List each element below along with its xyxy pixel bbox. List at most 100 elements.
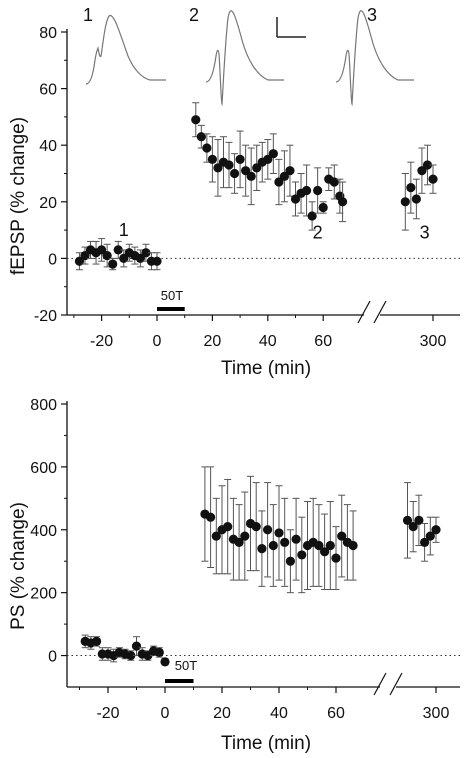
fepsp-x-tick-label: 60 [314,333,332,350]
ps-axis-break-mark [389,672,403,696]
ps-data-point [320,547,330,557]
fepsp-x-tick-label: 300 [420,333,447,350]
ps-data-point [223,522,233,532]
ps-x-tick-label: 300 [423,705,450,722]
fepsp-data-point [108,259,118,269]
ps-data-point [291,534,301,544]
point-label-3: 3 [420,223,430,243]
fepsp-y-axis-title: fEPSP (% change) [8,117,29,275]
scale-bar [276,17,306,38]
ps-data-point [297,550,307,560]
ps-data-point [126,650,136,661]
ps-panel: 0 200 400 600 800 -20 0 20 40 60 300 PS (% change)… [8,397,460,754]
trace-3 [335,10,414,107]
fepsp-data-point [196,132,206,142]
ps-data-point [160,657,170,667]
ps-x-tick-label: -20 [96,705,119,722]
fepsp-data-point [119,253,129,263]
fepsp-data-point [400,197,410,207]
ps-data-point [154,647,164,658]
fepsp-data-point [411,194,421,204]
ps-data-point [408,522,418,532]
trace-1 [85,15,166,85]
fepsp-data-point [135,253,145,263]
fepsp-axis-break-mark [373,300,387,324]
ps-data-point [263,525,273,535]
fepsp-data-point [279,171,290,181]
fepsp-data-point [252,163,262,173]
point-label-1: 1 [119,220,129,240]
ps-y-tick-label: 200 [30,586,57,603]
fepsp-data-point [152,256,162,266]
ps-x-axis-title: Time (min) [221,733,311,754]
ps-axis-break-mark [373,672,387,696]
ps-data-point [402,515,413,525]
fepsp-y-tick-label: -20 [34,308,57,325]
fepsp-data-point [235,154,245,164]
fepsp-data-point [224,160,234,170]
ps-data-point [348,540,358,551]
ps-data-point [337,531,347,541]
trace-label-3: 3 [367,5,377,25]
ps-y-tick-label: 0 [48,649,57,666]
fepsp-data-points [74,102,438,271]
fepsp-data-point [417,166,427,176]
ps-y-tick-label: 800 [30,397,57,414]
fepsp-data-point [263,154,273,164]
ps-data-point [325,540,335,551]
fepsp-data-point [406,183,416,193]
fepsp-data-point [246,171,256,181]
ps-data-point [285,556,295,566]
fepsp-data-point [268,149,278,159]
trace-2 [205,10,284,107]
fepsp-y-tick-label: 60 [39,82,57,99]
ps-data-point [280,537,290,547]
fepsp-data-point [301,185,312,196]
ps-data-point [274,528,284,538]
fepsp-data-point [307,211,317,221]
fepsp-axis-break-mark [357,300,371,324]
fepsp-y-tick-label: 80 [39,25,57,42]
fepsp-data-point [102,250,112,261]
fepsp-data-point [318,202,328,213]
fepsp-y-tick-label: 40 [39,138,57,155]
fepsp-x-tick-label: 20 [204,333,222,350]
ps-y-tick-label: 400 [30,523,57,540]
ps-data-point [131,641,142,651]
ps-data-point [240,531,250,541]
fepsp-data-point [80,250,90,261]
point-label-2: 2 [313,223,323,243]
fepsp-data-point [422,160,433,170]
fepsp-data-point [241,166,251,176]
fepsp-data-point [329,177,339,187]
ps-data-point [331,553,341,563]
trace-label-2: 2 [189,5,199,25]
fepsp-x-tick-label: 0 [153,333,162,350]
ps-data-point [414,515,424,525]
fepsp-y-tick-label: 20 [39,195,57,212]
fepsp-y-tick-label: 0 [48,251,57,268]
fepsp-x-tick-label: -20 [90,333,113,350]
fepsp-data-point [74,256,85,266]
fepsp-axes: -20 0 20 40 60 80 -20 0 20 40 60 300 [34,25,460,350]
ps-data-point [206,512,216,522]
fepsp-panel: -20 0 20 40 60 80 -20 0 20 40 60 300 fEPSP (% chang… [8,5,460,379]
ps-data-point [268,540,278,551]
fepsp-data-point [290,194,301,204]
ps-data-point [234,537,244,547]
ps-data-point [211,531,221,541]
ps-y-tick-label: 600 [30,460,57,477]
ps-data-point [92,636,102,647]
fepsp-x-axis-title: Time (min) [221,358,311,379]
ps-data-point [257,544,267,554]
ps-data-point [425,531,435,541]
fepsp-data-point [202,143,212,153]
fepsp-data-point [285,166,295,176]
ps-data-point [314,540,324,551]
fepsp-data-point [113,245,123,255]
ps-data-point [431,525,441,535]
fepsp-data-point [97,245,107,255]
ps-stimulus-label: 50T [175,658,197,673]
ps-axes: 0 200 400 600 800 -20 0 20 40 60 300 [30,397,460,722]
ps-x-tick-label: 60 [327,705,345,722]
